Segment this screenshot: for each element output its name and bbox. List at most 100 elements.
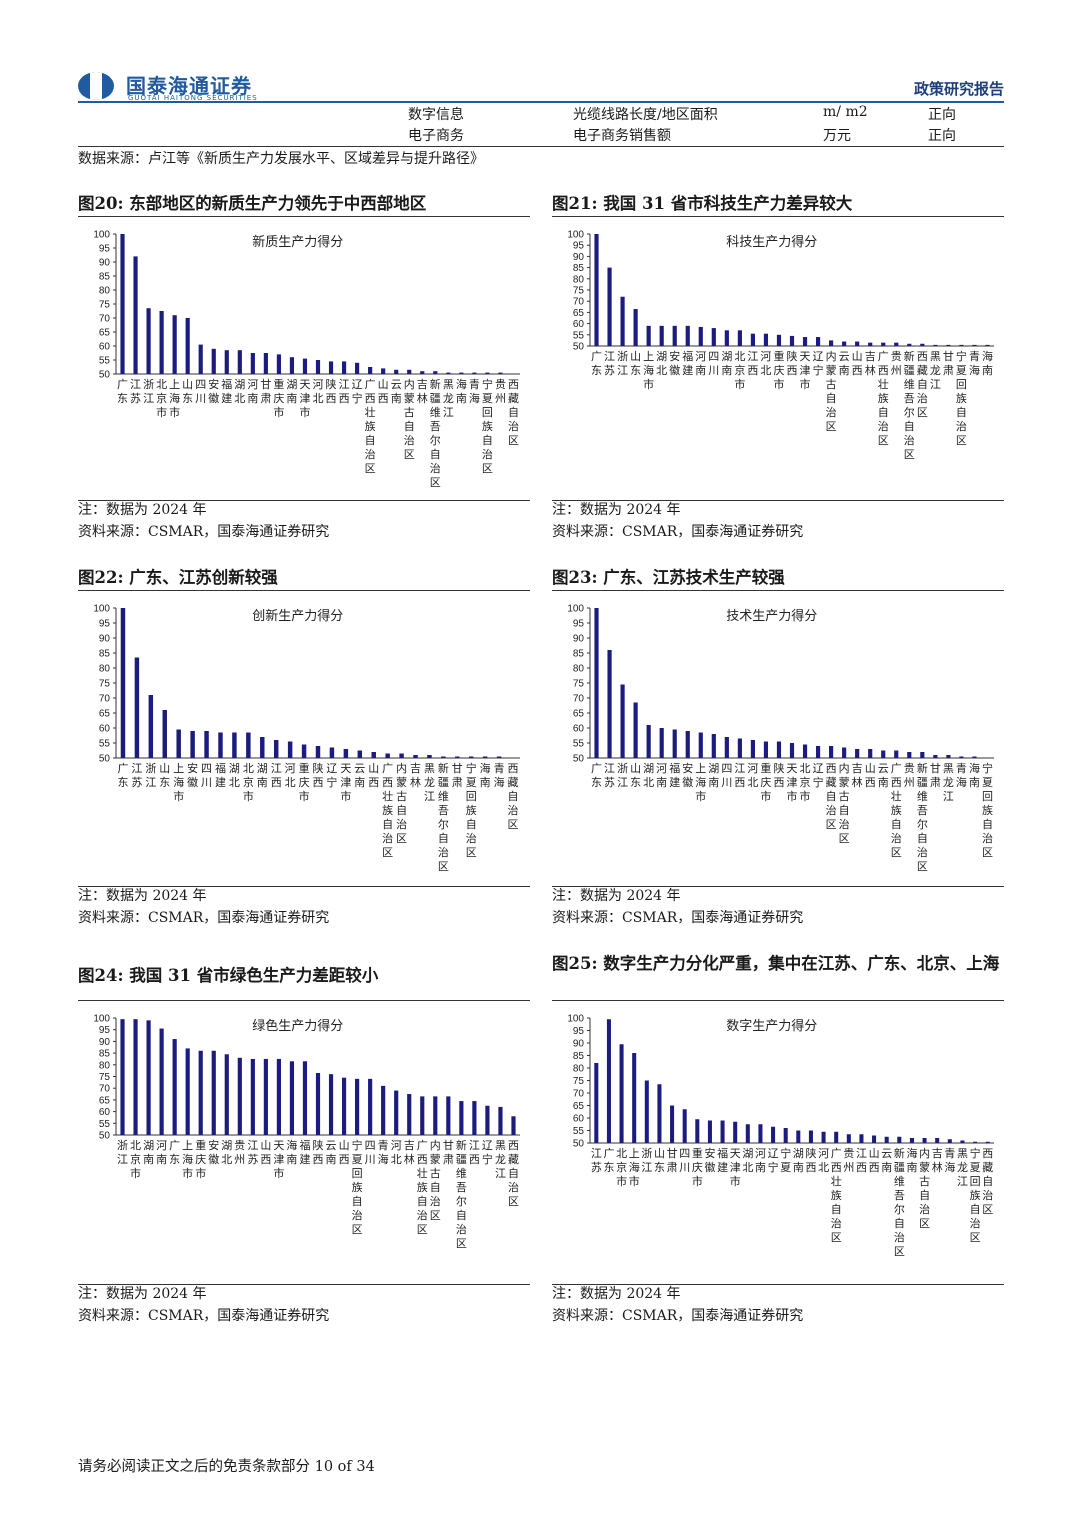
x-tick-label: 福建 bbox=[221, 377, 232, 405]
x-tick-label: 江西 bbox=[747, 350, 758, 377]
bar bbox=[763, 333, 769, 346]
table-cell: 万元 bbox=[823, 128, 851, 144]
x-tick-label: 西藏自治区 bbox=[508, 1139, 519, 1208]
logo-name-en: GUOTAI HAITONG SECURITIES bbox=[128, 94, 258, 102]
bar bbox=[441, 756, 446, 758]
bar bbox=[829, 746, 834, 758]
y-tick-label: 50 bbox=[573, 342, 585, 353]
x-tick-label: 辽宁 bbox=[813, 350, 824, 377]
y-tick-label: 50 bbox=[99, 754, 111, 765]
bar bbox=[922, 1138, 927, 1143]
x-tick-label: 广东 bbox=[117, 378, 128, 405]
bar bbox=[433, 371, 438, 374]
y-tick-label: 65 bbox=[99, 1095, 111, 1106]
x-tick-label: 吉林 bbox=[852, 762, 863, 789]
y-tick-label: 95 bbox=[99, 619, 111, 630]
x-tick-label: 西藏自治区 bbox=[826, 762, 837, 831]
bar bbox=[381, 368, 386, 374]
bar bbox=[672, 729, 677, 758]
figure-bottom-rule bbox=[78, 886, 530, 887]
x-tick-label: 黑龙江 bbox=[957, 1147, 968, 1188]
x-tick-label: 黑龙江 bbox=[930, 350, 941, 391]
x-tick-label: 四川 bbox=[195, 378, 206, 405]
bar bbox=[133, 1019, 138, 1135]
x-tick-label: 山西 bbox=[865, 762, 876, 789]
y-tick-label: 85 bbox=[573, 1051, 585, 1062]
bar bbox=[385, 753, 390, 758]
x-tick-label: 重庆市 bbox=[760, 761, 771, 803]
y-tick-label: 100 bbox=[93, 1014, 110, 1025]
bar bbox=[607, 650, 612, 758]
figure-bottom-rule bbox=[78, 500, 530, 501]
x-tick-label: 辽宁 bbox=[352, 378, 363, 405]
bar bbox=[868, 342, 873, 346]
x-tick-label: 广东 bbox=[117, 762, 128, 789]
x-tick-label: 福建 bbox=[215, 761, 226, 789]
bar bbox=[897, 1136, 902, 1143]
bar bbox=[146, 1020, 151, 1135]
bar bbox=[920, 752, 925, 758]
bar bbox=[394, 369, 399, 374]
bar bbox=[607, 267, 612, 346]
x-tick-label: 湖南 bbox=[721, 350, 732, 377]
chart-title: 数字生产力得分 bbox=[726, 1018, 817, 1034]
bar bbox=[433, 1096, 438, 1135]
x-tick-label: 广西壮族自治区 bbox=[365, 378, 376, 475]
bar bbox=[771, 1126, 776, 1143]
x-tick-label: 湖北 bbox=[643, 762, 654, 789]
bar bbox=[789, 743, 795, 758]
x-tick-label: 广西壮族自治区 bbox=[382, 762, 393, 859]
x-tick-label: 新疆维吾尔自治区 bbox=[894, 1146, 905, 1258]
y-tick-label: 60 bbox=[573, 724, 585, 735]
x-tick-label: 吉林 bbox=[417, 378, 428, 405]
x-tick-label: 北京市 bbox=[616, 1147, 627, 1188]
x-tick-label: 山西 bbox=[852, 350, 863, 377]
x-tick-label: 上海市 bbox=[182, 1139, 193, 1180]
x-tick-label: 上海市 bbox=[173, 762, 184, 803]
y-tick-label: 90 bbox=[573, 252, 585, 263]
bar bbox=[972, 756, 977, 758]
bar bbox=[420, 1096, 425, 1135]
figure-note: 注：数据为 2024 年 bbox=[78, 502, 207, 518]
bar bbox=[301, 744, 307, 758]
x-tick-label: 浙江 bbox=[617, 350, 628, 377]
x-tick-label: 福建 bbox=[299, 1138, 310, 1166]
y-tick-label: 65 bbox=[99, 709, 111, 720]
indicator-table: 数字信息 光缆线路长度/地区面积 m/ m2 正向 电子商务 电子商务销售额 万… bbox=[78, 102, 1004, 144]
x-tick-label: 云南 bbox=[354, 762, 365, 789]
x-tick-label: 湖北 bbox=[229, 762, 240, 789]
x-tick-label: 内蒙古自治区 bbox=[826, 349, 837, 433]
bar bbox=[745, 1124, 750, 1143]
bar bbox=[469, 756, 474, 758]
x-tick-label: 山东 bbox=[630, 350, 641, 377]
chart-svg: 50 55 60 65 70 75 80 85 90 95 100 创新生产力得分广东江苏浙江山东上海… bbox=[93, 604, 520, 873]
y-tick-label: 70 bbox=[573, 694, 585, 705]
bar bbox=[420, 371, 425, 374]
bar bbox=[459, 372, 464, 374]
x-tick-label: 河南 bbox=[755, 1147, 766, 1174]
bar bbox=[737, 330, 742, 346]
x-tick-label: 西藏自治区 bbox=[508, 762, 519, 831]
y-tick-label: 100 bbox=[567, 230, 584, 241]
bar bbox=[472, 372, 477, 374]
bar bbox=[783, 1128, 788, 1143]
y-tick-label: 80 bbox=[99, 286, 111, 297]
x-tick-label: 江苏 bbox=[247, 1139, 258, 1166]
bar bbox=[907, 343, 912, 346]
bar bbox=[763, 741, 769, 758]
y-tick-label: 60 bbox=[99, 724, 111, 735]
x-tick-label: 重庆市 bbox=[299, 761, 310, 803]
figure-25-panel: 图25: 数字生产力分化严重，集中在江苏、广东、北京、上海 50 55 60 65 70… bbox=[552, 952, 1004, 1332]
bar bbox=[263, 1058, 268, 1135]
x-tick-label: 山西 bbox=[869, 1147, 880, 1174]
x-tick-label: 江苏 bbox=[604, 350, 615, 377]
figure-title-rule bbox=[78, 590, 530, 591]
bar bbox=[172, 1039, 177, 1135]
y-tick-label: 50 bbox=[573, 754, 585, 765]
bar bbox=[148, 695, 154, 758]
y-tick-label: 75 bbox=[573, 1076, 585, 1087]
x-tick-label: 甘肃 bbox=[930, 762, 941, 789]
y-tick-label: 50 bbox=[99, 1131, 111, 1142]
x-tick-label: 重庆市 bbox=[273, 377, 284, 419]
